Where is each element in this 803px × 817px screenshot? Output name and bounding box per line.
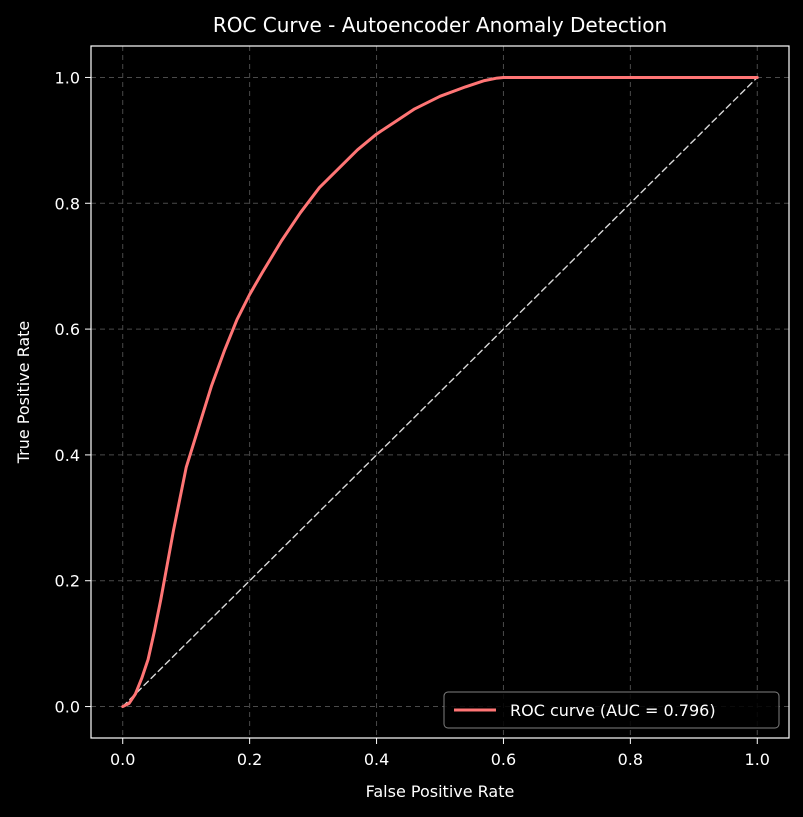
y-tick-label: 0.4	[55, 446, 80, 465]
x-tick-label: 0.4	[364, 750, 389, 769]
y-tick-label: 0.8	[55, 194, 80, 213]
x-axis-label: False Positive Rate	[366, 782, 515, 801]
chance-diagonal-line	[122, 76, 758, 708]
y-tick-label: 0.2	[55, 572, 80, 591]
y-tick-label: 0.6	[55, 320, 80, 339]
y-axis-label: True Positive Rate	[14, 321, 33, 465]
legend: ROC curve (AUC = 0.796)	[443, 691, 780, 729]
y-tick-label: 1.0	[55, 68, 80, 87]
x-tick-label: 0.2	[237, 750, 262, 769]
axes-frame	[90, 45, 790, 739]
x-tick-label: 0.8	[618, 750, 643, 769]
x-tick-label: 0.6	[491, 750, 516, 769]
legend-box	[443, 691, 780, 729]
x-tick-label: 0.0	[110, 750, 135, 769]
legend-label: ROC curve (AUC = 0.796)	[510, 701, 716, 720]
y-tick-label: 0.0	[55, 698, 80, 717]
plot-area	[121, 75, 759, 709]
x-tick-label: 1.0	[745, 750, 770, 769]
axis-ticks: 0.0 0.2 0.4 0.6 0.8 1.0 0.0 0.2 0.4 0.6 0.8 1.0	[55, 68, 770, 769]
grid	[91, 46, 789, 738]
roc-curve-line	[121, 75, 759, 709]
chart-title: ROC Curve - Autoencoder Anomaly Detectio…	[213, 13, 667, 37]
